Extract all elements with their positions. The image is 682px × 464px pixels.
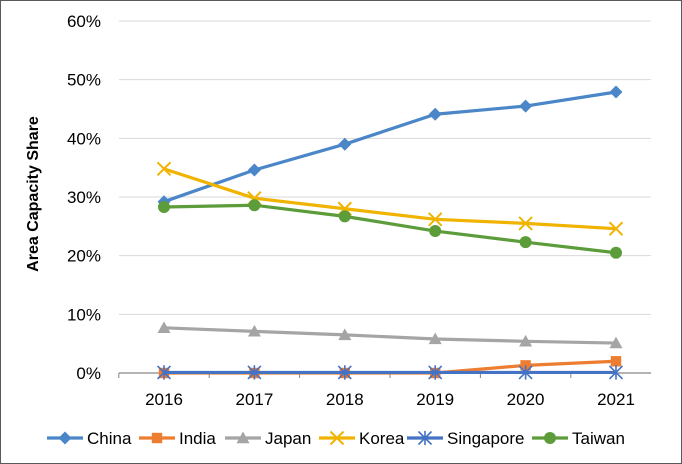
y-axis-ticks: 0% 10% 20% 30% 40% 50% 60% [67, 12, 101, 383]
series-line-japan [163, 326, 617, 345]
series-line-taiwan [163, 203, 617, 255]
data-point-china [338, 137, 352, 151]
legend-label-japan: Japan [265, 429, 311, 448]
legend-label-china: China [87, 429, 132, 448]
data-point-taiwan [248, 199, 261, 212]
data-point-japan [428, 332, 442, 345]
y-tick-label: 50% [67, 71, 101, 90]
legend-marker-korea [329, 430, 345, 446]
legend-label-taiwan: Taiwan [572, 429, 625, 448]
legend-label-singapore: Singapore [447, 429, 525, 448]
series-line-china [163, 90, 617, 204]
data-point-korea [156, 161, 172, 177]
y-tick-label: 0% [76, 364, 101, 383]
legend-label-india: India [179, 429, 216, 448]
data-point-singapore [247, 365, 262, 380]
series-lines [156, 85, 624, 380]
data-point-taiwan [610, 246, 622, 259]
data-point-korea [608, 221, 624, 236]
data-point-japan [609, 336, 623, 349]
series-taiwan [158, 199, 622, 259]
gridlines [119, 20, 651, 374]
x-tick-label: 2017 [235, 390, 273, 409]
legend-label-korea: Korea [359, 429, 405, 448]
y-tick-label: 60% [67, 12, 101, 31]
data-point-china [519, 99, 533, 113]
data-point-singapore [518, 365, 533, 380]
data-point-singapore [608, 365, 624, 380]
x-tick-label: 2019 [416, 390, 454, 409]
legend-item-china: China [47, 429, 132, 448]
x-tick-label: 2020 [507, 390, 545, 409]
data-point-singapore [428, 365, 443, 380]
data-point-korea [427, 212, 443, 227]
y-axis-title: Area Capacity Share [25, 116, 42, 272]
series-japan [157, 321, 623, 349]
legend-marker-india [151, 432, 163, 444]
data-point-taiwan [158, 200, 170, 213]
data-point-india [610, 356, 622, 367]
x-tick-label: 2018 [326, 390, 364, 409]
legend-item-singapore: Singapore [407, 429, 525, 448]
data-point-china [609, 85, 623, 99]
legend: China India Japan Korea Singapore Taiwan [47, 429, 625, 448]
series-line-korea [163, 167, 617, 231]
y-tick-label: 40% [67, 129, 101, 148]
data-point-japan [338, 328, 352, 341]
legend-marker-japan [236, 431, 250, 444]
data-point-korea [518, 216, 533, 231]
legend-marker-singapore [417, 430, 433, 446]
series-singapore [156, 365, 624, 380]
x-tick-label: 2016 [145, 390, 183, 409]
y-tick-label: 20% [67, 247, 101, 266]
data-point-japan [157, 321, 171, 334]
y-tick-label: 10% [67, 305, 101, 324]
legend-item-taiwan: Taiwan [532, 429, 625, 448]
data-point-japan [519, 334, 533, 347]
legend-item-korea: Korea [319, 429, 405, 448]
data-point-singapore [156, 365, 172, 380]
x-tick-label: 2021 [597, 390, 635, 409]
legend-marker-taiwan [544, 432, 556, 444]
data-point-china [247, 163, 261, 177]
data-point-china [428, 107, 442, 121]
series-china [157, 85, 623, 209]
legend-item-japan: Japan [225, 429, 311, 448]
data-point-singapore [337, 365, 352, 380]
legend-item-india: India [139, 429, 216, 448]
data-point-japan [247, 324, 261, 337]
data-point-taiwan [519, 236, 532, 249]
data-point-taiwan [338, 210, 351, 223]
y-tick-label: 30% [67, 188, 101, 207]
data-point-taiwan [429, 225, 442, 238]
legend-marker-china [58, 431, 72, 445]
x-axis-ticks: 2016 2017 2018 2019 2020 2021 [118, 373, 635, 409]
